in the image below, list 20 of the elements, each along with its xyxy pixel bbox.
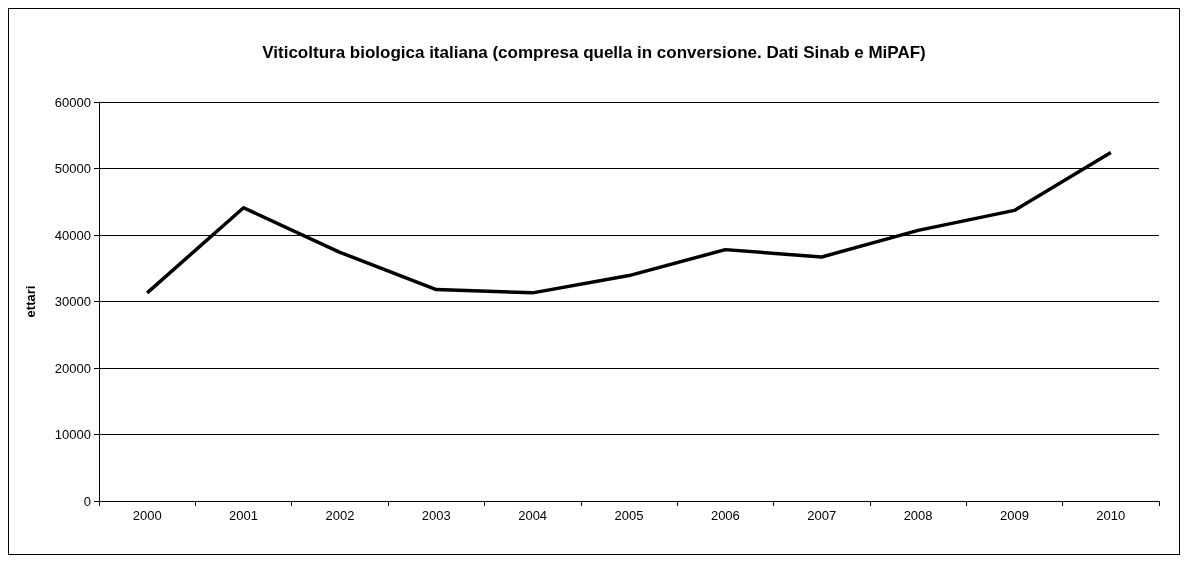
y-axis-title: ettari — [23, 285, 38, 318]
y-tick-label: 30000 — [54, 294, 91, 309]
y-tick-label: 60000 — [54, 94, 91, 110]
x-tick-label: 2001 — [229, 508, 259, 523]
x-tick-label: 2005 — [614, 508, 644, 523]
x-tick-label: 2010 — [1096, 508, 1126, 523]
chart-title: Viticoltura biologica italiana (compresa quella in conversione. Dati Sinab e MiPAF) — [262, 43, 926, 62]
y-tick-label: 10000 — [54, 427, 91, 442]
y-tick-label: 0 — [83, 493, 91, 509]
x-tick-label: 2002 — [325, 508, 355, 523]
x-tick-label: 2007 — [807, 508, 837, 523]
y-tick-label: 20000 — [54, 360, 91, 376]
x-tick-label: 2008 — [903, 508, 933, 523]
x-tick-label: 2000 — [132, 508, 162, 523]
y-tick-label: 40000 — [54, 227, 91, 243]
x-tick-label: 2009 — [999, 508, 1029, 523]
x-tick-label: 2004 — [518, 508, 548, 523]
x-tick-label: 2003 — [421, 508, 451, 523]
x-tick-label: 2006 — [710, 508, 740, 523]
y-tick-label: 50000 — [54, 161, 91, 176]
